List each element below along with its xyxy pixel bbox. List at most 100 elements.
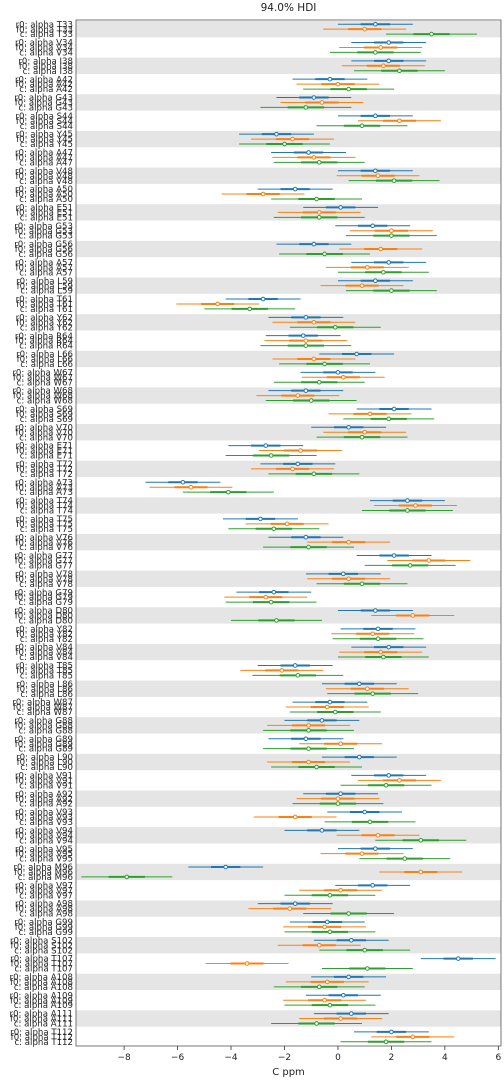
median-point bbox=[378, 246, 384, 252]
row-label: c: alpha G77 bbox=[19, 562, 74, 572]
median-point bbox=[308, 398, 314, 403]
median-point bbox=[322, 997, 327, 1003]
median-point bbox=[370, 883, 375, 888]
row-label: f0: alpha A111 bbox=[10, 1015, 73, 1025]
median-point bbox=[327, 929, 333, 935]
row-label: r0: alpha V70 bbox=[15, 423, 73, 433]
row-label: c: alpha E71 bbox=[20, 452, 73, 462]
row-label: c: alpha V84 bbox=[19, 653, 73, 663]
row-label: c: alpha D80 bbox=[19, 616, 73, 626]
row-label: f0: alpha V97 bbox=[16, 886, 74, 896]
row-label: f0: alpha W68 bbox=[13, 392, 73, 402]
row-label: c: alpha G99 bbox=[19, 928, 74, 938]
median-point bbox=[338, 205, 343, 210]
median-point bbox=[407, 563, 413, 568]
row-label: c: alpha L66 bbox=[20, 360, 73, 370]
row-label: f0: alpha T72 bbox=[16, 465, 73, 475]
row-label: c: alpha M96 bbox=[18, 873, 73, 883]
row-label: f0: alpha T74 bbox=[16, 502, 73, 512]
median-point bbox=[418, 837, 424, 843]
median-point bbox=[389, 228, 394, 233]
median-point bbox=[389, 233, 394, 238]
median-point bbox=[367, 411, 373, 417]
median-point bbox=[373, 608, 378, 613]
row-label: f0: alpha V70 bbox=[16, 428, 74, 438]
median-point bbox=[381, 63, 386, 69]
median-point bbox=[397, 778, 402, 783]
median-point bbox=[303, 736, 309, 742]
median-point bbox=[298, 448, 303, 453]
row-label: r0: alpha T107 bbox=[10, 955, 73, 965]
row-label: f0: alpha E71 bbox=[16, 447, 73, 457]
row-band bbox=[76, 57, 501, 74]
median-point bbox=[367, 819, 373, 825]
row-label: c: alpha G89 bbox=[19, 745, 74, 755]
plot-frame bbox=[75, 19, 502, 1047]
row-label: f0: alpha L66 bbox=[17, 355, 73, 365]
median-point bbox=[292, 901, 298, 906]
median-point bbox=[258, 516, 263, 522]
median-point bbox=[413, 503, 418, 508]
row-label: f0: alpha V48 bbox=[16, 172, 74, 182]
median-point bbox=[311, 241, 317, 247]
median-point bbox=[370, 691, 375, 696]
median-point bbox=[316, 210, 322, 215]
row-label: r0: alpha T74 bbox=[16, 497, 73, 507]
row-label: c: alpha G88 bbox=[19, 726, 74, 736]
median-point bbox=[365, 265, 370, 270]
median-point bbox=[319, 828, 325, 833]
row-label: r0: alpha A42 bbox=[15, 75, 73, 85]
median-point bbox=[365, 966, 370, 971]
row-label: r0: alpha V91 bbox=[15, 771, 73, 781]
row-label: c: alpha V76 bbox=[19, 543, 73, 553]
row-label: f0: alpha T33 bbox=[16, 25, 73, 35]
median-point bbox=[386, 416, 392, 422]
median-point bbox=[316, 984, 322, 990]
median-point bbox=[340, 571, 346, 577]
median-point bbox=[375, 626, 381, 632]
median-point bbox=[375, 636, 381, 642]
median-point bbox=[319, 718, 325, 723]
row-label: c: alpha Y82 bbox=[20, 635, 73, 645]
median-point bbox=[357, 754, 362, 760]
row-label: r0: alpha T85 bbox=[16, 662, 73, 672]
row-label: f0: alpha W67 bbox=[13, 373, 73, 383]
row-label: r0: alpha E51 bbox=[15, 204, 73, 214]
median-point bbox=[300, 333, 306, 338]
row-band bbox=[76, 534, 501, 551]
row-label: c: alpha A47 bbox=[19, 158, 73, 168]
row-label: f0: alpha Y82 bbox=[16, 630, 73, 640]
row-label: r0: alpha A109 bbox=[10, 991, 73, 1001]
row-label: r0: alpha V94 bbox=[15, 826, 73, 836]
median-point bbox=[346, 86, 351, 92]
median-point bbox=[327, 892, 333, 898]
row-label: c: alpha A92 bbox=[19, 800, 73, 810]
median-point bbox=[373, 846, 378, 851]
row-label: r0: alpha G99 bbox=[14, 918, 73, 928]
median-point bbox=[340, 374, 346, 380]
median-point bbox=[383, 1039, 389, 1045]
median-point bbox=[247, 306, 253, 312]
row-label: f0: alpha V95 bbox=[16, 850, 74, 860]
row-label: c: alpha A50 bbox=[19, 195, 73, 205]
row-label: f0: alpha V94 bbox=[16, 831, 74, 841]
row-label: c: alpha V97 bbox=[19, 891, 73, 901]
median-point bbox=[346, 424, 351, 430]
row-label: r0: alpha V48 bbox=[15, 167, 73, 177]
median-point bbox=[279, 668, 285, 673]
median-point bbox=[370, 631, 375, 637]
median-point bbox=[215, 301, 220, 307]
row-label: r0: alpha V84 bbox=[15, 643, 73, 653]
row-label: f0: alpha Y45 bbox=[16, 135, 73, 145]
row-label: c: alpha A108 bbox=[14, 983, 73, 993]
median-point bbox=[346, 576, 351, 582]
median-point bbox=[405, 508, 410, 513]
hdi-marks bbox=[81, 21, 496, 1045]
median-point bbox=[260, 191, 266, 197]
median-point bbox=[397, 68, 402, 74]
row-label: r0: alpha V76 bbox=[15, 533, 73, 543]
row-label: c: alpha T112 bbox=[14, 1038, 73, 1048]
row-band bbox=[76, 607, 501, 624]
median-point bbox=[335, 370, 341, 375]
